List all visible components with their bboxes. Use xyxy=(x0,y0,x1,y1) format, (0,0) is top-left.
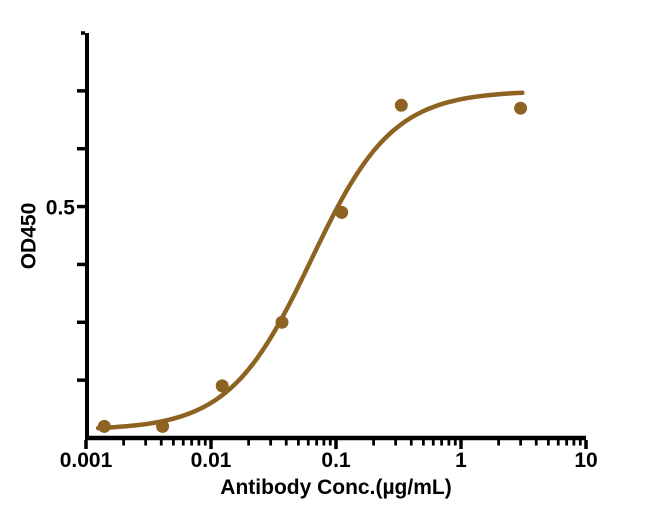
data-point xyxy=(394,98,408,112)
x-tick-label: 10 xyxy=(574,449,597,472)
data-point xyxy=(514,101,528,115)
data-point xyxy=(156,419,170,433)
data-point xyxy=(275,315,289,329)
x-tick-label: 1 xyxy=(455,449,467,472)
y-tick-label: 0.5 xyxy=(46,197,76,220)
x-tick-label: 0.1 xyxy=(321,449,351,472)
data-point xyxy=(97,419,111,433)
x-tick-label: 0.01 xyxy=(191,449,232,472)
x-tick-label: 0.001 xyxy=(60,449,113,472)
fit-curve xyxy=(95,90,525,431)
x-axis-title: Antibody Conc.(µg/mL) xyxy=(220,476,452,499)
y-axis-title: OD450 xyxy=(17,202,41,270)
data-point xyxy=(335,205,349,219)
data-point xyxy=(215,379,229,393)
